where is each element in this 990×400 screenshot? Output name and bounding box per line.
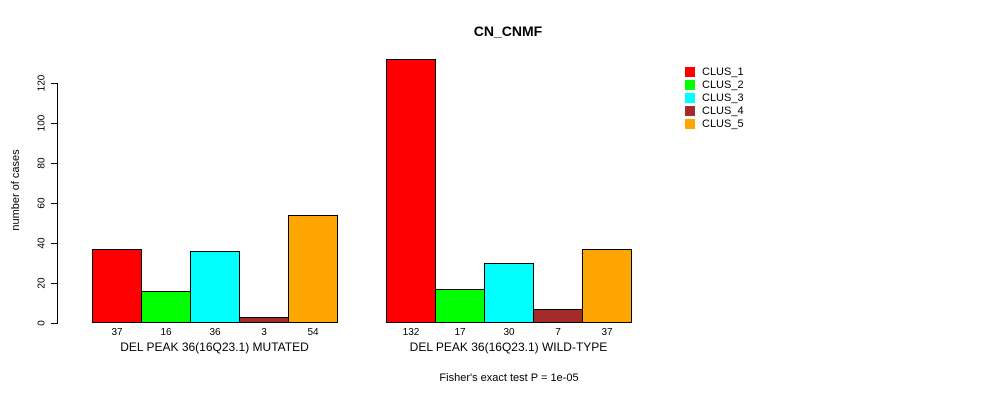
bar-clus_3-group2: [484, 263, 534, 323]
legend-row-clus_5: CLUS_5: [685, 118, 744, 130]
bar-value-label: 36: [209, 327, 221, 338]
legend-row-clus_1: CLUS_1: [685, 66, 744, 78]
legend-label-clus_4: CLUS_4: [702, 105, 744, 117]
y-tick-label: 20: [36, 277, 48, 289]
legend-swatch-clus_2: [685, 80, 695, 90]
group-label-mutated: DEL PEAK 36(16Q23.1) MUTATED: [120, 340, 309, 354]
bar-value-label: 37: [111, 327, 123, 338]
y-tick-label: 0: [36, 320, 48, 326]
y-tick-label: 60: [36, 197, 48, 209]
bar-clus_3-group1: [190, 251, 240, 323]
fisher-test-annotation: Fisher's exact test P = 1e-05: [439, 372, 579, 384]
legend-swatch-clus_1: [685, 67, 695, 77]
bar-clus_4-group1: [239, 317, 289, 323]
bar-value-label: 3: [261, 327, 267, 338]
legend-swatch-clus_4: [685, 106, 695, 116]
chart-title: CN_CNMF: [473, 23, 543, 39]
group-label-wild-type: DEL PEAK 36(16Q23.1) WILD-TYPE: [409, 340, 608, 354]
bar-clus_1-group2: [386, 59, 436, 323]
bar-clus_5-group2: [582, 249, 632, 323]
y-tick-label: 100: [36, 114, 48, 132]
legend: CLUS_1 CLUS_2 CLUS_3 CLUS_4 CLUS_5: [685, 67, 744, 132]
y-tick-mark: [51, 123, 57, 124]
bar-value-label: 132: [402, 327, 420, 338]
y-tick-mark: [51, 203, 57, 204]
y-tick-mark: [51, 283, 57, 284]
y-tick-mark: [51, 83, 57, 84]
bar-value-label: 54: [307, 327, 319, 338]
bar-value-label: 37: [601, 327, 613, 338]
y-tick-label: 120: [36, 74, 48, 92]
bar-clus_5-group1: [288, 215, 338, 323]
legend-swatch-clus_5: [685, 119, 695, 129]
legend-label-clus_2: CLUS_2: [702, 79, 744, 91]
bar-value-label: 16: [160, 327, 172, 338]
y-tick-mark: [51, 163, 57, 164]
legend-row-clus_3: CLUS_3: [685, 92, 744, 104]
bar-clus_2-group1: [141, 291, 191, 323]
bar-clus_4-group2: [533, 309, 583, 323]
y-tick-mark: [51, 323, 57, 324]
y-tick-mark: [51, 243, 57, 244]
y-axis-title: number of cases: [10, 149, 22, 231]
y-axis-line: [57, 83, 58, 324]
legend-label-clus_3: CLUS_3: [702, 92, 744, 104]
legend-row-clus_2: CLUS_2: [685, 79, 744, 91]
bar-value-label: 30: [503, 327, 515, 338]
legend-swatch-clus_3: [685, 93, 695, 103]
legend-label-clus_1: CLUS_1: [702, 66, 744, 78]
y-tick-label: 40: [36, 237, 48, 249]
bar-clus_2-group2: [435, 289, 485, 323]
legend-row-clus_4: CLUS_4: [685, 105, 744, 117]
bar-clus_1-group1: [92, 249, 142, 323]
bar-value-label: 17: [454, 327, 466, 338]
bar-value-label: 7: [555, 327, 561, 338]
legend-label-clus_5: CLUS_5: [702, 118, 744, 130]
y-tick-label: 80: [36, 157, 48, 169]
